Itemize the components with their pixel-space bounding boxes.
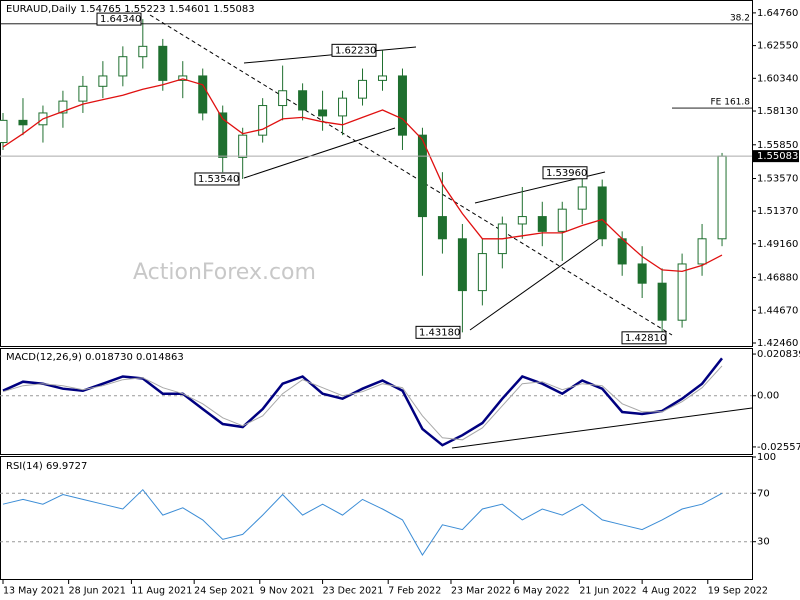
candle-body [577,186,587,210]
trend-line [243,46,417,64]
candle-body [238,134,248,158]
x-tick-label: 19 Sep 2022 [708,586,768,597]
candle-body [118,56,128,77]
indicator-line [2,365,723,441]
annotation-label: 1.53960 [546,168,587,179]
level-label: FE 161.8 [711,98,751,108]
y-tick-label: 1.62550 [757,41,798,52]
trend-line [243,127,396,179]
indicator-line [2,357,723,447]
x-tick-label: 23 Mar 2022 [451,586,511,597]
annotation-label: 1.62230 [335,45,376,56]
y-tick-label: 1.51370 [757,206,798,217]
y-tick-label: -0.025577 [757,442,800,453]
candle-body [717,155,727,240]
panel-title: RSI(14) 69.9727 [6,461,87,472]
x-tick-label: 13 May 2021 [3,586,65,597]
trend-line [451,407,753,449]
annotation-box [194,172,240,186]
y-tick-label: 30 [757,537,770,548]
candle-body [338,97,348,117]
candle-body [318,109,328,117]
x-tick-label: 24 Sep 2021 [194,586,254,597]
annotation-label: 1.64340 [100,14,141,25]
candle-body [417,134,427,218]
x-tick-label: 7 Feb 2022 [388,586,441,597]
chart-title: EURAUD,Daily 1.54765 1.55223 1.54601 1.5… [6,4,255,15]
y-tick-label: 70 [757,488,770,499]
rsi-panel [0,456,753,580]
candle-body [437,216,447,240]
candle-body [637,263,647,284]
y-tick-label: 0.020839 [757,349,800,360]
annotation-box [415,325,461,339]
trend-line [469,237,601,331]
candle-body [557,208,567,232]
candle-body [377,75,387,81]
candle-body [58,100,68,114]
y-tick-label: 1.55850 [757,140,798,151]
last-price-label: 1.55083 [757,151,798,162]
annotation-label: 1.53540 [198,174,239,185]
x-tick-label: 23 Dec 2021 [323,586,384,597]
indicator-line [2,488,723,556]
y-tick-label: 1.46880 [757,273,798,284]
candle-body [78,85,88,102]
main-panel [0,0,753,347]
candle-body [397,75,407,136]
panel-title: MACD(12,26,9) 0.018730 0.014863 [6,352,184,363]
candle-body [298,90,308,111]
macd-panel [0,348,753,455]
candle-body [258,105,268,136]
candle-body [697,238,707,265]
x-tick-label: 4 Aug 2022 [642,586,697,597]
candle-body [138,45,148,58]
candle-body [178,75,188,81]
y-tick-label: 1.58130 [757,106,798,117]
moving-average [2,78,723,273]
y-tick-label: 1.42460 [757,338,798,349]
x-tick-label: 21 Jun 2022 [579,586,636,597]
candle-body [457,238,467,292]
annotation-box [621,331,667,345]
watermark: ActionForex.com [133,260,316,285]
candle-body [477,253,487,292]
y-tick-label: 1.53570 [757,174,798,185]
candle-body [218,112,228,158]
x-tick-label: 28 Jun 2021 [69,586,126,597]
annotation-label: 1.43180 [419,327,460,338]
x-tick-label: 11 Aug 2021 [131,586,192,597]
y-tick-label: 1.44670 [757,305,798,316]
candle-body [517,216,527,225]
candle-body [278,90,288,107]
candle-body [158,45,168,81]
last-price-box [753,150,799,163]
y-tick-label: 100 [757,452,776,463]
level-label: 38.2 [730,13,750,23]
candle-body [98,75,108,87]
candle-body [677,263,687,321]
candle-body [18,119,28,126]
annotation-box [542,166,588,180]
y-tick-label: 1.60340 [757,73,798,84]
candle-body [358,79,368,99]
annotation-box [331,43,377,57]
annotation-label: 1.42810 [625,333,666,344]
candle-body [0,119,8,144]
candle-body [537,216,547,232]
candle-body [617,238,627,265]
y-tick-label: 0.00 [757,391,779,402]
y-tick-label: 1.64760 [757,8,798,19]
x-tick-label: 6 May 2022 [514,586,570,597]
x-tick-label: 9 Nov 2021 [260,586,315,597]
y-tick-label: 1.49160 [757,239,798,250]
candle-body [597,186,607,240]
annotation-box [96,12,142,26]
candle-body [657,282,667,321]
candle-body [198,75,208,114]
